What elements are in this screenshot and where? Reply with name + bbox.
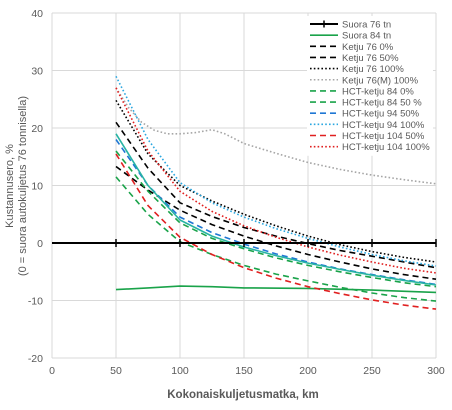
y-tick-label: -10: [28, 296, 43, 308]
legend-label: Suora 76 tn: [342, 20, 391, 31]
legend-label: HCT-ketju 94 50%: [342, 109, 420, 120]
y-tick-label: 20: [31, 123, 43, 135]
series-line: [115, 285, 437, 294]
legend-label: HCT-ketju 94 100%: [342, 120, 425, 131]
series-line: [115, 153, 437, 310]
legend-box: [307, 16, 433, 156]
x-tick-label: 200: [299, 365, 317, 377]
y-tick-label: -20: [28, 353, 43, 365]
x-tick-label: 150: [235, 365, 253, 377]
series-line: [115, 176, 437, 302]
series-line: [115, 87, 437, 274]
x-tick-label: 300: [427, 365, 445, 377]
series-line: [115, 87, 437, 185]
series-line: [115, 99, 437, 263]
series-line: [115, 150, 437, 288]
legend-label: Suora 84 tn: [342, 31, 391, 42]
x-tick-label: 50: [110, 365, 122, 377]
series-line: [115, 75, 437, 267]
tick-labels: 0 50 100 150 200 250 300 -20 -10 0 10 20 30 40: [28, 8, 445, 377]
y-tick-label: 40: [31, 8, 43, 20]
x-tick-label: 0: [49, 365, 55, 377]
legend-label: Ketju 76 100%: [342, 64, 404, 75]
legend-label: HCT-ketju 104 50%: [342, 131, 425, 142]
series-line: [115, 121, 437, 269]
series-line: [115, 133, 437, 286]
legend-label: HCT-ketju 84 50 %: [342, 98, 422, 109]
x-tick-label: 100: [171, 365, 189, 377]
x-axis-title: Kokonaiskuljetusmatka, km: [167, 389, 318, 401]
y-axis-title-line-2: (0 = suora autokuljetus 76 tonnisella): [17, 96, 29, 276]
y-axis-title-line-1: Kustannusero, %: [4, 144, 16, 228]
x-tick-label: 250: [363, 365, 381, 377]
y-tick-label: 10: [31, 181, 43, 193]
legend-label: Ketju 76 50%: [342, 53, 399, 64]
legend-label: Ketju 76(M) 100%: [342, 75, 419, 86]
y-tick-label: 0: [37, 238, 43, 250]
legend-label: HCT-ketju 104 100%: [342, 142, 430, 153]
series-line: [115, 165, 437, 280]
legend-label: Ketju 76 0%: [342, 42, 394, 53]
legend-label: HCT-ketju 84 0%: [342, 86, 414, 97]
y-tick-label: 30: [31, 66, 43, 78]
series-layer: [52, 75, 437, 310]
